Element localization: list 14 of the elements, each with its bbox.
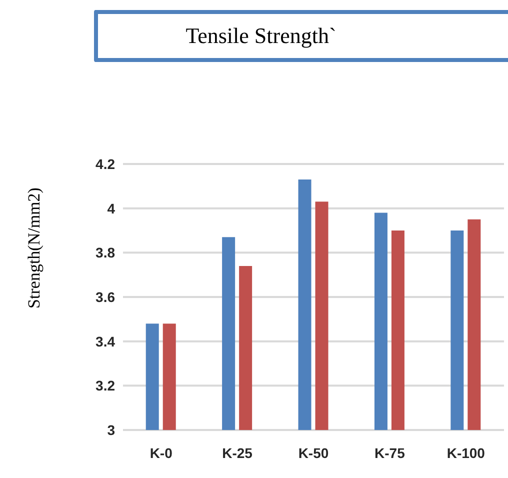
x-tick-label: K-0 <box>150 444 173 461</box>
y-tick-label: 3.4 <box>96 333 116 350</box>
x-tick-label: K-100 <box>446 444 486 461</box>
x-tick-label: K-50 <box>298 444 329 461</box>
chart-title: Tensile Strength` <box>186 23 336 49</box>
y-tick-label: 3 <box>107 422 116 438</box>
y-tick-label: 3.2 <box>96 378 116 394</box>
y-tick-label: 3.8 <box>96 244 116 261</box>
x-tick-label: K-75 <box>374 444 406 461</box>
y-axis-title: Strength(N/mm2) <box>24 188 44 308</box>
y-tick-label: 4.2 <box>96 156 116 172</box>
x-tick-label: K-25 <box>222 444 253 461</box>
y-tick-label: 4 <box>107 200 116 216</box>
y-tick-label: 3.6 <box>96 288 116 305</box>
